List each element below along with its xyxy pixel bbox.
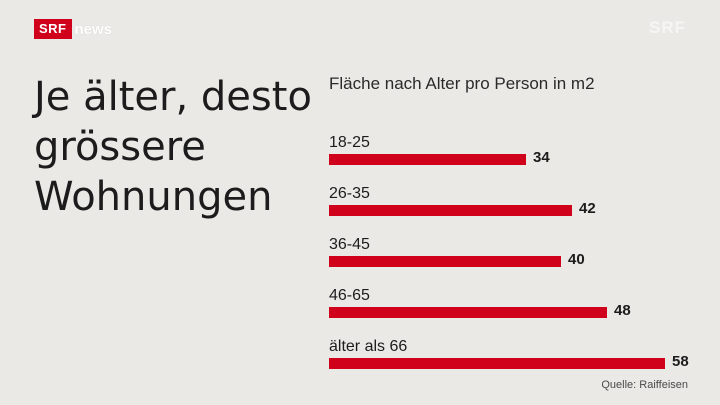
headline-line-1: Je älter, desto xyxy=(34,74,312,120)
value-label: 40 xyxy=(568,251,585,268)
bar-row: 26-35 42 xyxy=(329,181,709,232)
chart-title: Fläche nach Alter pro Person in m2 xyxy=(329,74,595,93)
category-label: 18-25 xyxy=(329,134,370,151)
headline-line-2: grössere xyxy=(34,124,206,170)
bar-row: älter als 66 58 xyxy=(329,334,709,385)
value-label: 58 xyxy=(672,353,689,370)
srf-watermark: SRF xyxy=(649,18,686,37)
category-label: älter als 66 xyxy=(329,338,408,355)
value-label: 34 xyxy=(533,149,550,166)
category-label: 26-35 xyxy=(329,185,370,202)
source-note: Quelle: Raiffeisen xyxy=(601,379,688,391)
bar xyxy=(329,205,572,216)
bar xyxy=(329,358,665,369)
headline: Je älter, desto grössere Wohnungen xyxy=(34,72,312,222)
bar-row: 18-25 34 xyxy=(329,130,709,181)
bar xyxy=(329,154,526,165)
logo-news: news xyxy=(74,20,113,38)
logo-srf: SRF xyxy=(34,19,72,39)
value-label: 48 xyxy=(614,302,631,319)
category-label: 36-45 xyxy=(329,236,370,253)
category-label: 46-65 xyxy=(329,287,370,304)
bar-row: 36-45 40 xyxy=(329,232,709,283)
srf-news-logo: SRF news xyxy=(34,18,112,40)
bar-row: 46-65 48 xyxy=(329,283,709,334)
bar xyxy=(329,307,607,318)
bar xyxy=(329,256,561,267)
value-label: 42 xyxy=(579,200,596,217)
headline-line-3: Wohnungen xyxy=(34,174,273,220)
bar-chart: 18-25 34 26-35 42 36-45 40 46-65 48 älter als 66… xyxy=(329,130,709,385)
